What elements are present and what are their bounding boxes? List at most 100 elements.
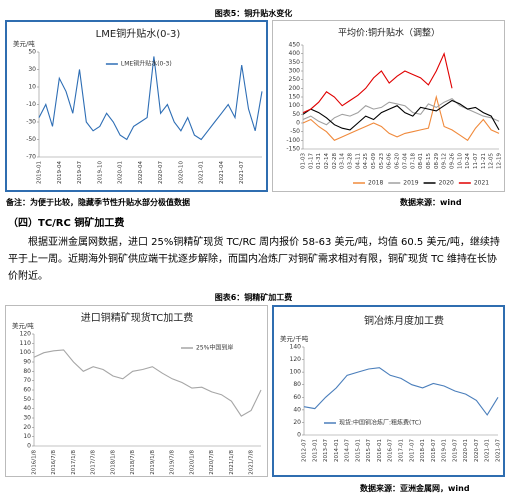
x-tick-label: 2015-01 — [355, 439, 361, 462]
y-tick-label: 70 — [23, 377, 31, 384]
figure-caption: 图表6：铜精矿加工费 — [214, 293, 293, 302]
x-tick-label: 06-20 — [395, 153, 401, 169]
y-tick-label: -150 — [286, 146, 300, 153]
x-tick-label: 06-06 — [387, 153, 393, 169]
y-tick-label: 0 — [27, 443, 31, 450]
y-tick-label: 20 — [23, 424, 31, 431]
x-tick-label: 2020/7/8 — [209, 450, 215, 475]
legend-label: 25%中国到岸 — [196, 344, 233, 352]
x-tick-label: 05-09 — [371, 153, 377, 169]
y-tick-label: 20 — [293, 419, 301, 426]
x-tick-label: 2019-07 — [77, 161, 83, 184]
y-tick-label: 200 — [289, 85, 301, 92]
x-tick-label: 10-10 — [457, 153, 463, 169]
y-tick-label: 150 — [289, 94, 301, 101]
y-tick-label: 50 — [23, 396, 31, 403]
y-tick-label: 40 — [23, 405, 31, 412]
x-tick-label: 04-25 — [363, 153, 369, 169]
x-tick-label: 2021-07 — [239, 161, 245, 184]
y-tick-label: 10 — [28, 84, 36, 91]
x-tick-label: 2013-07 — [323, 439, 329, 462]
y-tick-label: 350 — [289, 59, 301, 66]
x-tick-label: 11-07 — [473, 153, 479, 169]
source: 数据来源：亚洲金属网，wind — [360, 484, 470, 493]
x-tick-label: 2019-01 — [37, 161, 43, 184]
y-tick-label: 250 — [289, 76, 301, 83]
x-tick-label: 2014-07 — [345, 439, 351, 462]
chart-title: 平均价:铜升贴水（调整） — [338, 27, 440, 39]
x-tick-label: 2017-07 — [409, 439, 415, 462]
y-tick-label: 90 — [23, 359, 31, 366]
y-tick-label: 40 — [293, 406, 301, 413]
x-tick-label: 08-29 — [434, 153, 440, 169]
x-tick-label: 2020-01 — [463, 439, 469, 462]
y-tick-label: 400 — [289, 50, 301, 57]
x-tick-label: 2019-01 — [442, 439, 448, 462]
x-tick-label: 2020-07 — [474, 439, 480, 462]
x-tick-label: 07-04 — [402, 153, 408, 169]
chart-title: 进口铜精矿现货TC加工费 — [81, 311, 194, 324]
x-tick-label: 2021-01 — [485, 439, 491, 462]
chart-title: 铜冶炼月度加工费 — [364, 314, 444, 327]
x-tick-label: 07-18 — [410, 153, 416, 169]
x-tick-label: 05-23 — [379, 153, 385, 169]
data-line — [302, 51, 453, 114]
x-tick-label: 2020/1/8 — [189, 450, 195, 475]
x-tick-label: 2020-10 — [178, 161, 184, 184]
y-tick-label: -100 — [286, 137, 300, 144]
x-tick-label: 2020-01 — [118, 161, 124, 184]
x-tick-label: 2017/1/8 — [71, 450, 77, 475]
y-tick-label: 450 — [289, 42, 301, 49]
x-tick-label: 2016/1/8 — [32, 450, 38, 475]
x-tick-label: 2019-10 — [97, 161, 103, 184]
x-tick-label: 12-05 — [489, 153, 495, 169]
y-tick-label: 10 — [23, 433, 31, 440]
x-tick-label: 01-31 — [316, 153, 322, 169]
x-tick-label: 2018-01 — [420, 439, 426, 462]
x-tick-label: 2017/7/8 — [91, 450, 97, 475]
x-tick-label: 03-28 — [348, 153, 354, 169]
x-tick-label: 03-14 — [340, 153, 346, 169]
y-tick-label: 80 — [293, 381, 301, 388]
section-heading: （四）TC/RC 铜矿加工费 — [8, 218, 125, 229]
x-tick-label: 2016/7/8 — [51, 450, 57, 475]
y-tick-label: 140 — [290, 344, 302, 351]
x-tick-label: 02-14 — [324, 153, 330, 169]
x-tick-label: 2014-01 — [334, 439, 340, 462]
legend-label: 2018 — [368, 180, 383, 187]
legend-label: 现货:中国铜冶炼厂:粗炼费(TC) — [339, 419, 421, 427]
x-tick-label: 2019-07 — [452, 439, 458, 462]
x-tick-label: 2020-07 — [158, 161, 164, 184]
x-tick-label: 08-01 — [418, 153, 424, 169]
y-tick-label: 30 — [28, 66, 36, 73]
y-tick-label: 120 — [20, 331, 32, 338]
legend-label: 2021 — [474, 180, 489, 187]
x-tick-label: 2016-07 — [388, 439, 394, 462]
x-tick-label: 2015-07 — [366, 439, 372, 462]
data-line — [33, 349, 262, 417]
x-tick-label: 01-03 — [301, 153, 307, 169]
y-tick-label: 300 — [289, 68, 301, 75]
y-axis-label: 美元/千吨 — [280, 334, 309, 343]
x-tick-label: 2018/1/8 — [110, 450, 116, 475]
x-tick-label: 2021/7/8 — [249, 450, 255, 475]
y-tick-label: 100 — [289, 102, 301, 109]
x-tick-label: 01-17 — [308, 153, 314, 169]
y-tick-label: 80 — [23, 368, 31, 375]
x-tick-label: 04-11 — [355, 153, 361, 169]
data-line — [302, 98, 500, 126]
x-tick-label: 2021-04 — [219, 161, 225, 184]
y-tick-label: 50 — [28, 49, 36, 56]
y-tick-label: 120 — [290, 356, 302, 363]
x-tick-label: 2019/1/8 — [150, 450, 156, 475]
y-tick-label: -50 — [290, 128, 300, 135]
data-line — [302, 94, 500, 142]
x-tick-label: 2021/1/8 — [229, 450, 235, 475]
x-tick-label: 02-28 — [332, 153, 338, 169]
x-tick-label: 2018/7/8 — [130, 450, 136, 475]
y-tick-label: 50 — [292, 111, 300, 118]
legend-label: LME铜升贴水(0-3) — [121, 60, 172, 68]
legend-label: 2020 — [439, 180, 454, 187]
